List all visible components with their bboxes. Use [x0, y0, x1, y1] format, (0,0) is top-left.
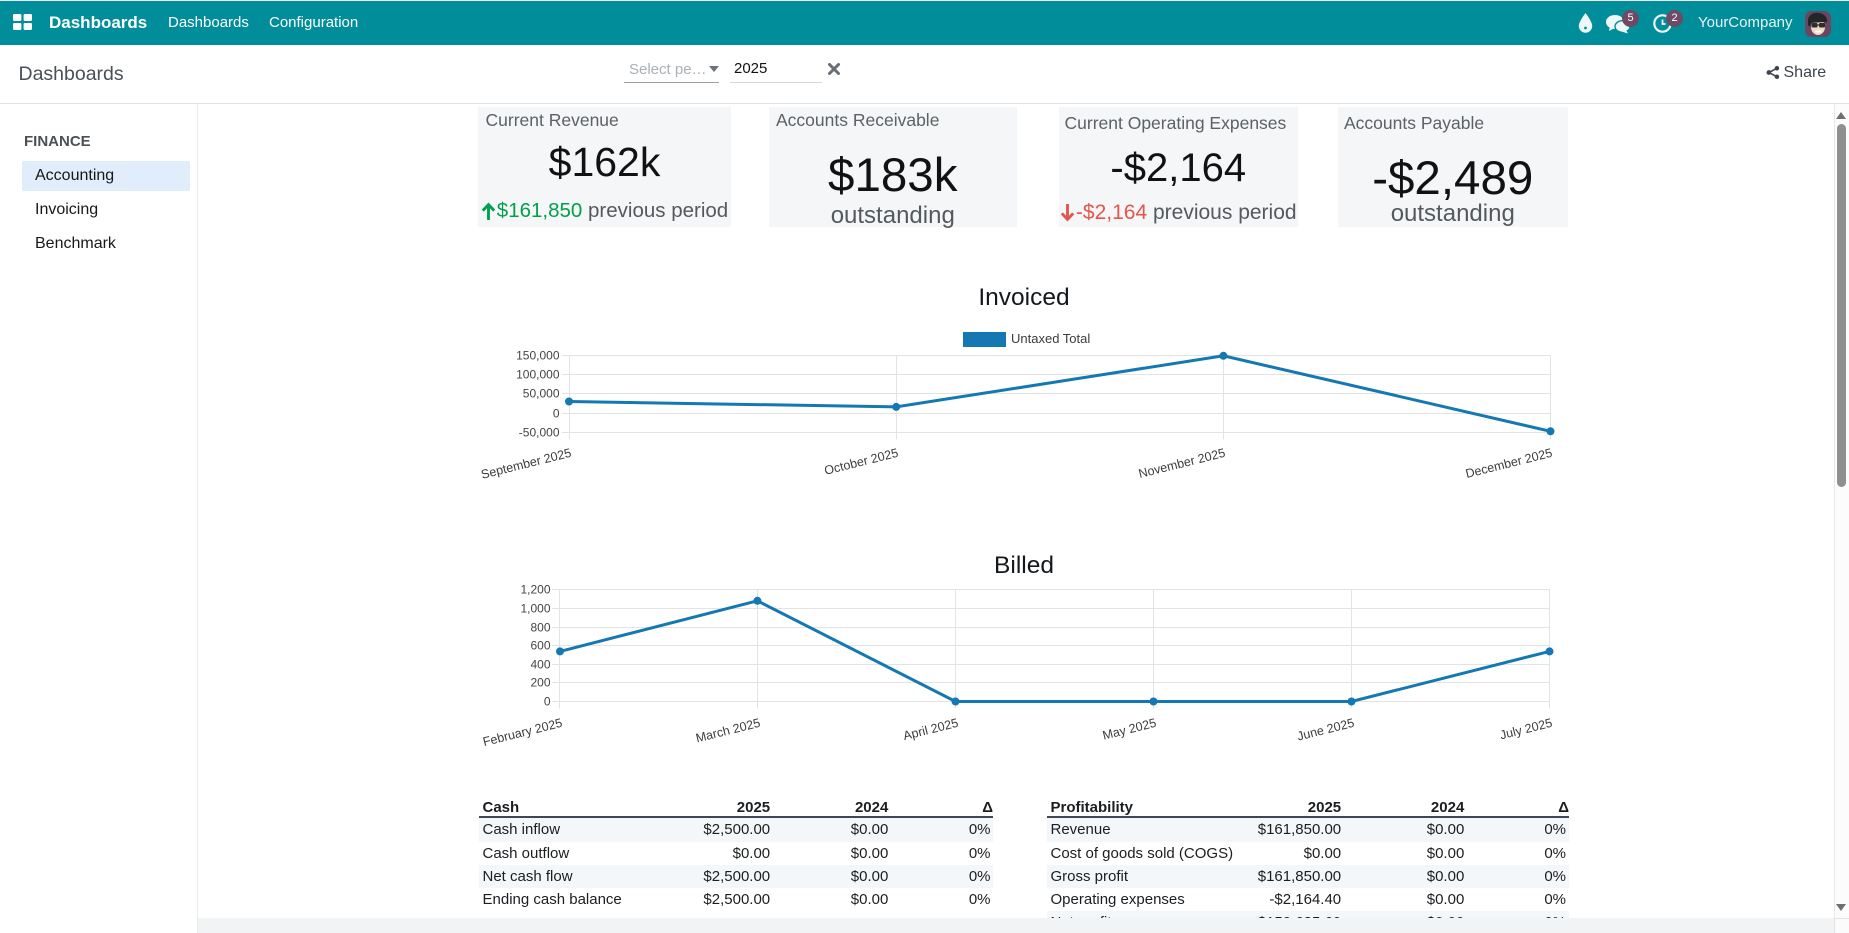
svg-text:1,200: 1,200	[520, 583, 550, 597]
svg-text:November 2025: November 2025	[1137, 446, 1227, 480]
svg-text:February 2025: February 2025	[481, 716, 563, 749]
svg-text:April 2025: April 2025	[902, 716, 960, 743]
svg-text:600: 600	[530, 639, 550, 653]
svg-text:100,000: 100,000	[516, 368, 560, 382]
svg-text:1,000: 1,000	[520, 602, 550, 616]
svg-text:50,000: 50,000	[523, 387, 560, 401]
svg-text:September 2025: September 2025	[480, 446, 573, 480]
svg-text:-50,000: -50,000	[519, 426, 560, 440]
svg-text:June 2025: June 2025	[1296, 716, 1356, 744]
svg-text:150,000: 150,000	[516, 349, 560, 363]
svg-text:December 2025: December 2025	[1464, 446, 1554, 480]
svg-text:0: 0	[544, 695, 551, 709]
svg-text:400: 400	[530, 658, 550, 672]
svg-text:0: 0	[553, 407, 560, 421]
svg-text:200: 200	[530, 676, 550, 690]
svg-text:May 2025: May 2025	[1101, 716, 1158, 743]
svg-text:October 2025: October 2025	[823, 446, 900, 478]
svg-text:July 2025: July 2025	[1498, 716, 1553, 743]
svg-text:800: 800	[530, 621, 550, 635]
svg-text:March 2025: March 2025	[694, 716, 761, 746]
